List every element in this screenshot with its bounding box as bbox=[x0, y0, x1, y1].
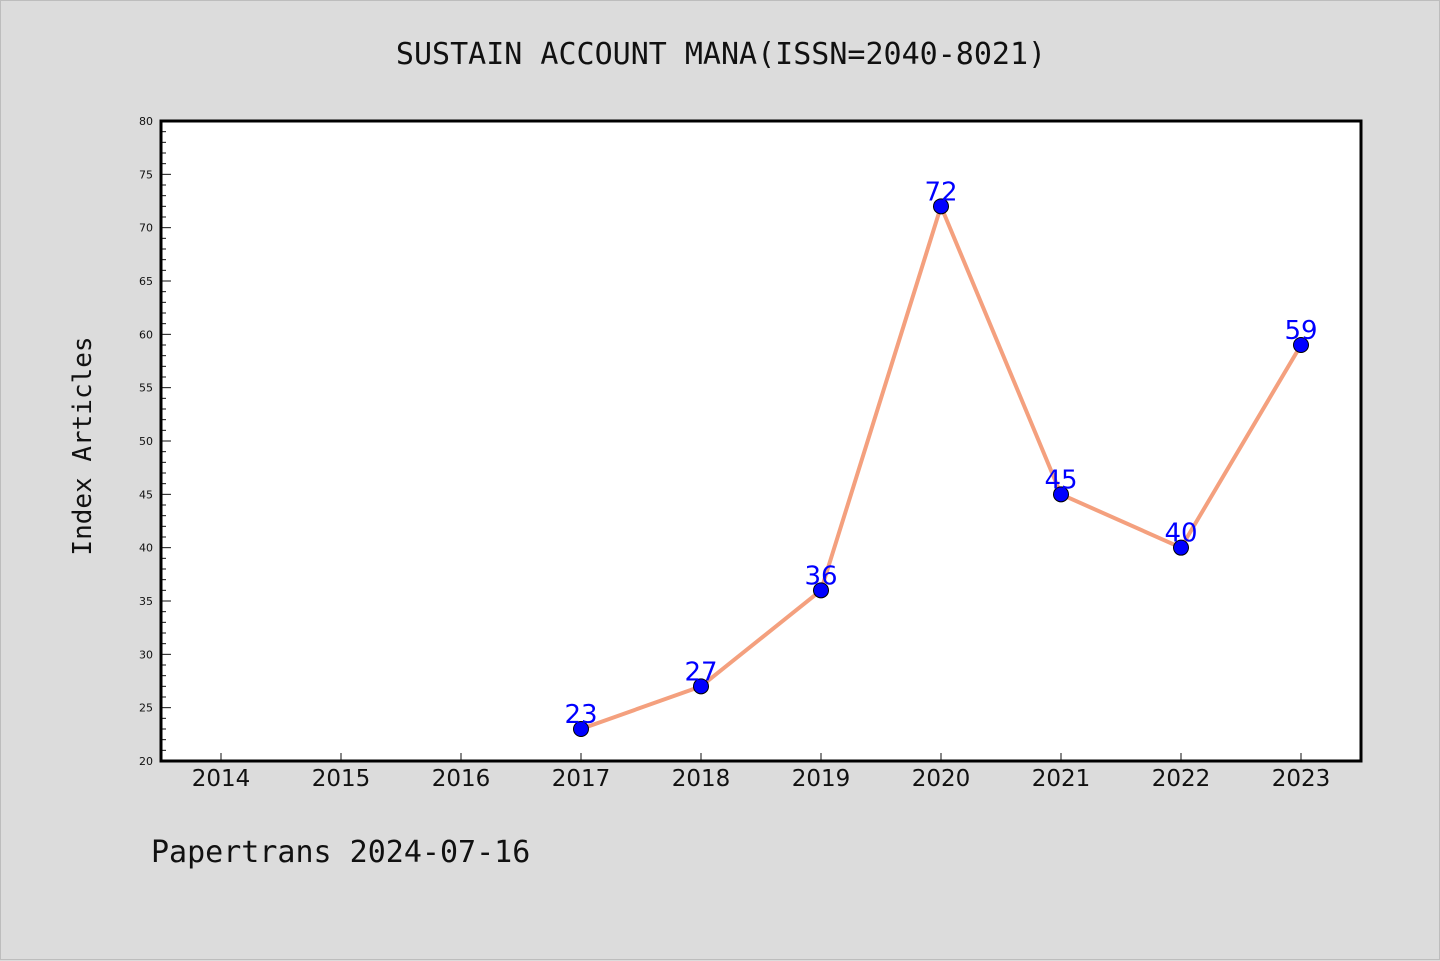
data-point bbox=[813, 582, 829, 599]
data-point bbox=[933, 198, 949, 215]
data-label: 45 bbox=[1044, 465, 1077, 495]
x-tick-label: 2014 bbox=[192, 766, 251, 792]
x-tick-label: 2016 bbox=[432, 766, 491, 792]
data-label: 40 bbox=[1164, 519, 1197, 549]
y-tick-label: 25 bbox=[139, 702, 153, 715]
y-tick-label: 65 bbox=[139, 275, 153, 288]
x-tick-label: 2023 bbox=[1272, 766, 1331, 792]
data-label: 23 bbox=[564, 700, 597, 730]
y-tick-label: 35 bbox=[139, 595, 153, 608]
data-point bbox=[1053, 486, 1069, 503]
x-tick-label: 2020 bbox=[912, 766, 971, 792]
data-label: 27 bbox=[684, 657, 717, 687]
x-tick-label: 2021 bbox=[1032, 766, 1091, 792]
chart-title: SUSTAIN ACCOUNT MANA(ISSN=2040-8021) bbox=[395, 37, 1047, 72]
footer-note: Papertrans 2024-07-16 bbox=[151, 835, 531, 870]
y-tick-label: 60 bbox=[139, 328, 153, 341]
plot-frame bbox=[159, 119, 1363, 763]
x-tick-label: 2022 bbox=[1152, 766, 1211, 792]
data-label: 36 bbox=[804, 561, 837, 591]
y-tick-label: 80 bbox=[139, 115, 153, 128]
y-tick-label: 50 bbox=[139, 435, 153, 448]
x-tick-label: 2019 bbox=[792, 766, 851, 792]
y-tick-label: 30 bbox=[139, 648, 153, 661]
y-tick-label: 55 bbox=[139, 382, 153, 395]
y-tick-label: 20 bbox=[139, 755, 153, 768]
y-tick-label: 75 bbox=[139, 168, 153, 181]
y-tick-label: 70 bbox=[139, 222, 153, 235]
y-tick-label: 40 bbox=[139, 542, 153, 555]
data-point bbox=[1293, 337, 1309, 353]
data-label: 59 bbox=[1284, 316, 1317, 346]
data-label: 72 bbox=[924, 177, 957, 207]
data-point bbox=[1173, 539, 1189, 556]
y-tick-label: 45 bbox=[139, 488, 153, 501]
data-point bbox=[693, 678, 709, 695]
x-tick-label: 2018 bbox=[672, 766, 731, 792]
x-tick-label: 2017 bbox=[552, 766, 611, 792]
plot-area bbox=[161, 121, 1361, 761]
x-tick-label: 2015 bbox=[312, 766, 371, 792]
y-axis-title: Index Articles bbox=[68, 336, 98, 555]
data-point bbox=[573, 721, 589, 737]
